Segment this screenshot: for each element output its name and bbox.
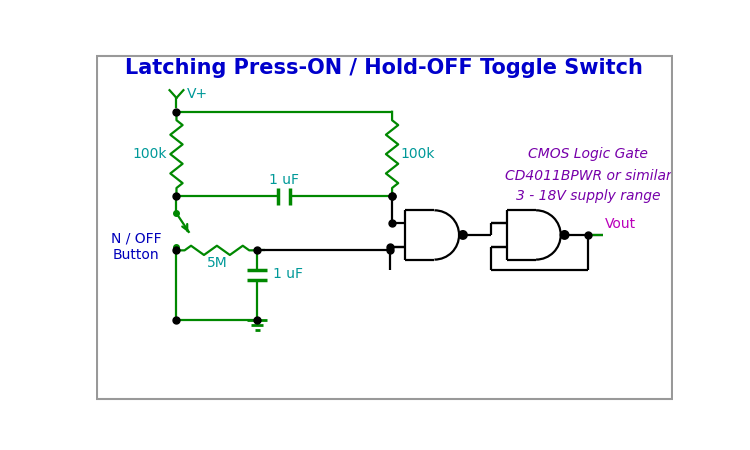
Text: V+: V+: [188, 87, 209, 101]
Text: 100k: 100k: [132, 147, 166, 161]
Text: 1 uF: 1 uF: [273, 267, 303, 281]
Text: 100k: 100k: [400, 147, 435, 161]
Text: 1 uF: 1 uF: [269, 172, 299, 186]
Text: N / OFF
Button: N / OFF Button: [111, 231, 162, 261]
Text: CMOS Logic Gate: CMOS Logic Gate: [529, 147, 648, 161]
Text: CD4011BPWR or similar: CD4011BPWR or similar: [505, 169, 672, 183]
Circle shape: [459, 231, 466, 239]
Text: Latching Press-ON / Hold-OFF Toggle Switch: Latching Press-ON / Hold-OFF Toggle Swit…: [125, 58, 644, 78]
Circle shape: [561, 231, 568, 239]
Text: 5M: 5M: [206, 256, 227, 270]
Text: 3 - 18V supply range: 3 - 18V supply range: [516, 189, 661, 203]
Text: Vout: Vout: [604, 217, 636, 231]
